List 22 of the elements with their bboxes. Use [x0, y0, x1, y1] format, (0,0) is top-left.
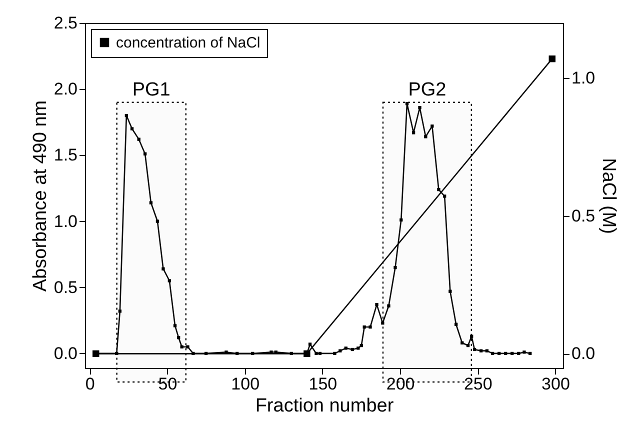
x-axis-title: Fraction number — [255, 396, 394, 416]
y-tick-label: 1.0 — [54, 212, 78, 231]
band-label: PG1 — [132, 79, 170, 100]
x-tick-label: 300 — [542, 374, 570, 394]
y-axis-title: Absorbance at 490 nm — [30, 100, 51, 292]
y2-axis-title: NaCl (M) — [598, 158, 620, 234]
x-tick-label: 0 — [85, 374, 95, 394]
y2-tick-label: 0.5 — [572, 206, 596, 226]
band-label: PG2 — [408, 79, 446, 100]
y-tick-label: 2.0 — [54, 80, 78, 99]
x-tick-label: 150 — [308, 374, 338, 394]
legend-label: concentration of NaCl — [116, 34, 260, 52]
x-tick-label: 50 — [158, 374, 178, 394]
y2-tick-label: 0.0 — [572, 344, 596, 364]
x-tick-label: 100 — [231, 374, 260, 394]
y-tick-label: 2.5 — [54, 14, 78, 32]
y-tick-label: 1.5 — [54, 146, 78, 165]
y-tick-label: 0.0 — [54, 344, 78, 363]
y2-tick-label: 1.0 — [572, 68, 596, 88]
x-tick-label: 250 — [464, 374, 492, 394]
y-tick-label: 0.5 — [54, 278, 78, 297]
x-tick-label: 200 — [386, 374, 415, 394]
